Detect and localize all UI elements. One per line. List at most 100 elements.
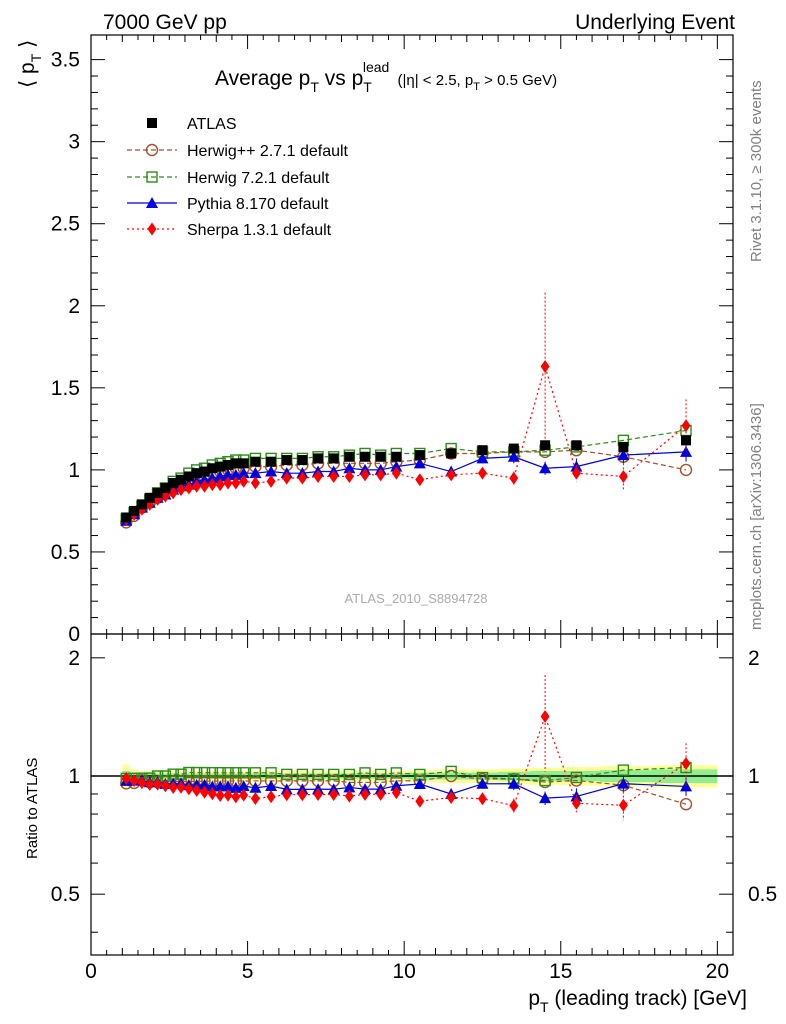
data-point (571, 440, 582, 451)
data-point (168, 486, 178, 500)
ratio-point (230, 767, 242, 779)
data-point (681, 435, 692, 446)
data-point (223, 459, 234, 470)
plot-title: Average pT vs pTlead (|η| < 2.5, pT > 0.… (215, 59, 557, 95)
data-point (176, 483, 186, 497)
y-tick-label-bottom-right: 1 (748, 765, 760, 788)
ratio-point (198, 778, 211, 790)
series-sherpa-1-3-1-default (121, 292, 691, 821)
ratio-point (617, 777, 630, 789)
data-point (391, 466, 401, 480)
data-point (192, 479, 202, 493)
series-line-top (125, 449, 687, 523)
series-line-ratio (126, 714, 687, 807)
y-tick-label-bottom: 0.5 (51, 883, 80, 906)
data-point (266, 474, 276, 488)
legend-marker (146, 197, 158, 208)
data-point (375, 451, 386, 462)
ratio-point (680, 780, 693, 792)
ratio-point (477, 792, 487, 806)
legend-label: Herwig 7.2.1 default (187, 170, 330, 187)
ratio-point (121, 771, 131, 785)
legend: ATLAS Herwig++ 2.7.1 default Herwig 7.2.1 … (127, 116, 349, 239)
ratio-point (343, 768, 356, 781)
data-point (231, 476, 241, 490)
data-point (328, 453, 339, 464)
ratio-point (446, 790, 456, 804)
data-point (200, 479, 210, 493)
legend-marker (147, 222, 157, 236)
ratio-point (206, 780, 219, 792)
legend-label: Herwig++ 2.7.1 default (187, 143, 349, 160)
header-left: 7000 GeV pp (103, 11, 227, 34)
data-point (344, 451, 355, 462)
legend-marker (146, 171, 158, 183)
data-point (282, 471, 292, 485)
legend-marker (145, 143, 159, 157)
data-point (476, 452, 489, 464)
data-point (239, 474, 249, 488)
data-point (391, 451, 402, 462)
ratio-point (250, 792, 260, 806)
legend-entry: Herwig 7.2.1 default (127, 170, 330, 187)
ratio-point (198, 766, 211, 779)
ratio-point (570, 771, 583, 784)
ratio-point (249, 767, 262, 779)
data-point (415, 473, 425, 487)
data-point (313, 453, 324, 464)
ratio-point (509, 799, 519, 813)
data-point (207, 463, 218, 474)
y-tick-label-bottom-right: 0.5 (748, 883, 777, 906)
x-tick-label: 0 (85, 960, 97, 983)
y-tick-label-top: 1.5 (51, 377, 80, 400)
data-point (152, 487, 163, 498)
data-point (191, 468, 202, 479)
x-tick-label: 20 (706, 960, 729, 983)
data-point (618, 469, 628, 483)
data-point (250, 476, 260, 490)
legend-label: Sherpa 1.3.1 default (187, 222, 332, 239)
ratio-point (571, 796, 581, 810)
data-point (540, 360, 550, 374)
data-point (207, 478, 217, 492)
data-point (237, 467, 250, 479)
y-tick-label-top: 0.5 (51, 541, 80, 564)
data-point (343, 462, 356, 474)
data-point (329, 469, 339, 483)
header-right: Underlying Event (575, 11, 735, 34)
ratio-point (265, 780, 278, 792)
ratio-point (183, 766, 195, 779)
ratio-point (153, 777, 163, 791)
ratio-point (343, 781, 356, 793)
y-tick-label-top: 0 (68, 623, 80, 646)
ratio-point (239, 788, 249, 802)
ratio-point (237, 767, 250, 779)
series-line-top (125, 429, 687, 520)
data-point (281, 455, 292, 466)
y-tick-label-top: 3.5 (51, 49, 80, 72)
ratio-point (160, 779, 170, 793)
data-point (571, 466, 581, 480)
ratio-point (296, 768, 309, 781)
ratio-point (223, 788, 233, 802)
data-point (199, 466, 210, 477)
data-point (360, 451, 371, 462)
data-point (160, 482, 171, 493)
data-point (413, 457, 426, 469)
ratio-point (415, 794, 425, 808)
data-point (446, 448, 457, 459)
y-tick-label-bottom: 1 (68, 765, 80, 788)
ratio-point (445, 765, 457, 778)
data-point (508, 443, 519, 454)
ratio-point (507, 777, 520, 789)
ratio-point (200, 785, 210, 799)
y-tick-label-top: 1 (68, 459, 80, 482)
ratio-point (137, 776, 147, 790)
data-point (250, 456, 261, 467)
ratio-point (206, 766, 219, 779)
ratio-point (207, 787, 217, 801)
ratio-point (265, 767, 277, 779)
series-herwig-2-7-1-default (120, 443, 693, 811)
data-point (184, 481, 194, 495)
